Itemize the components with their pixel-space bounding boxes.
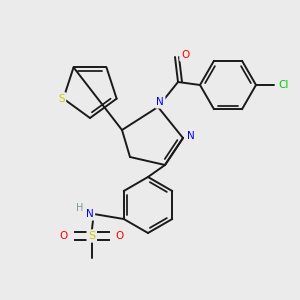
- Text: O: O: [181, 50, 189, 60]
- Text: Cl: Cl: [279, 80, 289, 90]
- Text: O: O: [116, 231, 124, 241]
- Text: H: H: [76, 203, 83, 213]
- Text: N: N: [156, 97, 164, 107]
- Text: S: S: [88, 231, 95, 241]
- Text: N: N: [187, 131, 195, 141]
- Text: O: O: [60, 231, 68, 241]
- Text: S: S: [58, 94, 65, 104]
- Text: N: N: [86, 209, 94, 219]
